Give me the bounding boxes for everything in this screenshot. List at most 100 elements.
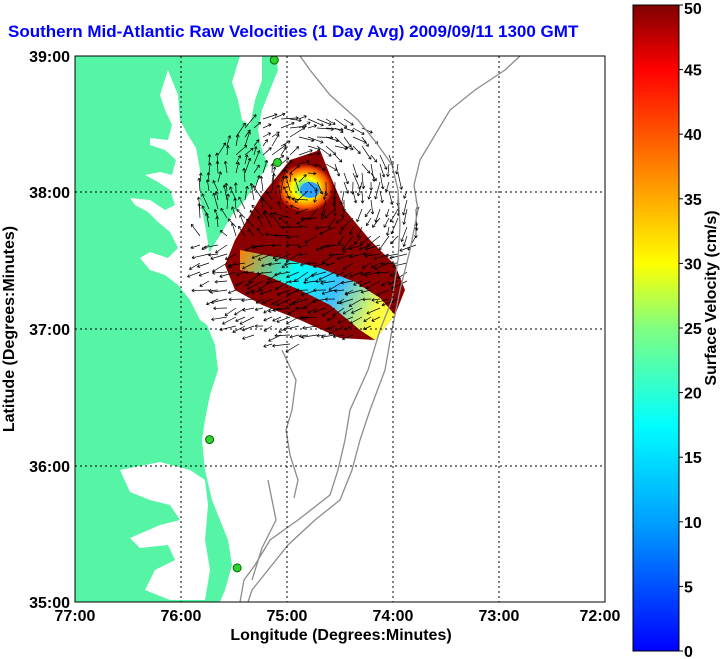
velocity-arrow [392,262,408,268]
velocity-arrow [280,140,291,147]
velocity-arrow [249,209,255,219]
velocity-arrow [222,316,237,325]
velocity-arrow [374,208,381,223]
velocity-arrow [208,162,212,174]
velocity-arrow [299,252,309,257]
velocity-arrow [207,154,212,165]
velocity-arrow [245,280,255,287]
velocity-arrow [280,121,295,129]
velocity-arrow [254,244,273,249]
y-tick: 35:00 [29,595,70,612]
pamlico-sound [120,462,210,600]
velocity-arrow [356,226,363,238]
velocity-arrow [316,145,332,157]
velocity-arrow [318,271,336,281]
velocity-arrow [402,235,408,247]
velocity-arrow [373,253,390,261]
velocity-arrow [340,280,354,285]
velocity-arrow [332,334,345,339]
velocity-arrow [336,253,354,261]
velocity-arrow [277,201,282,210]
velocity-arrow [307,171,317,176]
velocity-arrow [370,172,377,182]
velocity-vectors [187,112,420,353]
velocity-arrow [245,244,255,252]
velocity-arrow [230,222,237,237]
velocity-arrow [379,163,386,178]
velocity-arrow [360,289,372,294]
velocity-arrow [251,289,264,295]
velocity-arrow [293,177,300,192]
velocity-arrow [215,216,219,228]
velocity-arrow [190,244,201,250]
colorbar-tick-label: 0 [684,644,693,659]
velocity-arrow [244,154,249,165]
velocity-arrow [257,253,273,261]
velocity-arrow [296,288,309,293]
velocity-arrow [199,280,210,287]
velocity-arrow [361,262,372,269]
velocity-arrow [239,316,255,325]
velocity-arrow [272,343,291,348]
velocity-arrow [196,262,210,268]
velocity-arrow [374,181,381,200]
velocity-arrow [215,244,228,254]
velocity-arrow [280,116,299,120]
velocity-arrow [361,172,366,189]
velocity-arrow [348,298,363,307]
velocity-arrow [251,253,264,259]
velocity-arrow [272,307,291,312]
velocity-arrow [241,325,255,332]
velocity-arrow [247,280,264,290]
velocity-arrow [212,271,228,275]
velocity-arrow [315,279,327,284]
velocity-arrow [266,280,282,285]
velocity-arrow [274,333,291,338]
velocity-arrow [348,244,363,251]
velocity-arrow [352,127,365,135]
velocity-arrow [299,224,309,229]
velocity-arrow [372,217,381,228]
x-axis-label: Longitude (Degrees:Minutes) [230,627,451,644]
velocity-arrow [343,145,354,151]
velocity-arrow [228,297,246,302]
velocity-arrow [262,123,272,129]
velocity-arrow [378,235,390,251]
velocity-arrow [339,298,354,305]
velocity-arrow [224,182,229,192]
x-tick: 76:00 [161,608,202,625]
velocity-arrow [271,243,282,248]
velocity-arrow [249,182,255,201]
velocity-arrow [376,289,390,296]
y-axis-ticks: 39:00 38:00 37:00 36:00 35:00 [29,49,70,612]
station-marker [205,435,215,445]
velocity-arrow [310,271,327,278]
velocity-arrow [272,316,282,322]
velocity-arrow [210,253,228,260]
velocity-arrow [253,139,260,147]
velocity-arrow [198,172,203,183]
velocity-arrow [307,261,318,266]
velocity-arrow [334,289,345,293]
velocity-arrow [261,196,273,210]
velocity-arrow [379,154,388,170]
velocity-arrow [326,316,336,322]
velocity-arrow [298,174,307,183]
velocity-arrow [315,226,327,230]
velocity-arrow [300,216,318,221]
velocity-arrow [351,307,363,314]
velocity-arrow [197,177,202,192]
velocity-arrow [289,171,293,183]
velocity-arrow [280,147,287,156]
delaware-bay [232,56,262,125]
velocity-arrow [268,262,282,267]
velocity-arrow [289,204,300,210]
velocity-arrow [321,289,336,295]
velocity-arrow [363,316,372,322]
velocity-arrow [263,307,273,314]
velocity-arrow [366,235,381,247]
velocity-arrow [343,118,354,126]
velocity-arrow [215,160,220,174]
velocity-arrow [262,139,268,147]
colorbar-tick-label: 20 [684,386,702,403]
